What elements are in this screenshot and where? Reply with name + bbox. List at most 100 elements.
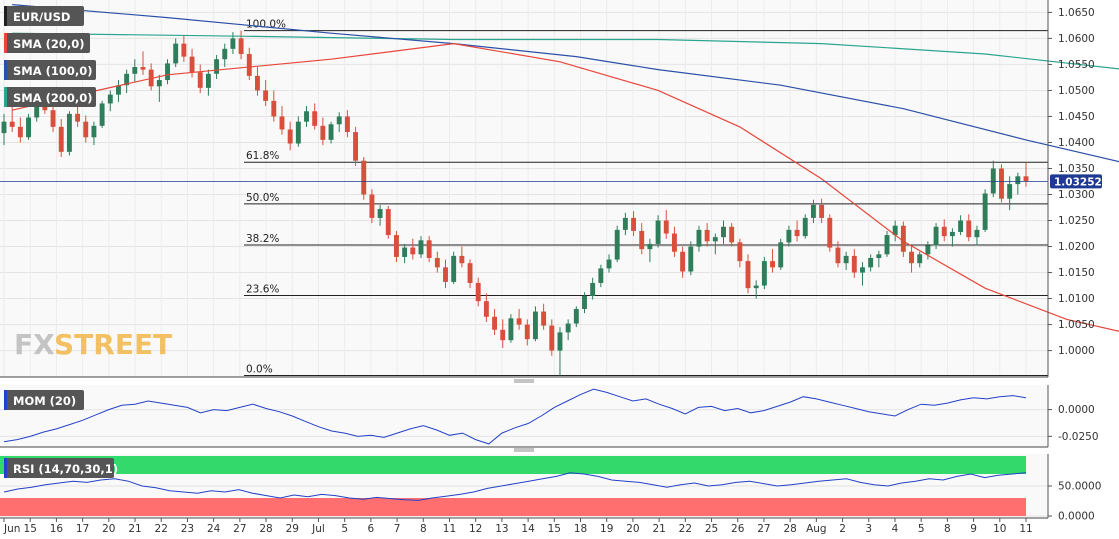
rsi-overbought-zone (0, 456, 1026, 474)
candle-body (26, 117, 31, 138)
fib-label: 61.8% (246, 150, 279, 162)
price-tick-label: 1.0650 (1058, 7, 1095, 19)
candle-body (647, 243, 653, 250)
candle-body (1007, 184, 1013, 199)
price-tick-label: 1.0050 (1058, 319, 1095, 331)
x-tick-label: 22 (155, 523, 168, 535)
candle-body (966, 220, 972, 238)
candle-body (925, 245, 931, 255)
x-tick-label: 20 (102, 523, 115, 535)
candle-body (295, 121, 301, 144)
price-panel-bg (0, 0, 1048, 377)
price-tick-label: 1.0300 (1058, 189, 1095, 201)
candle-body (680, 251, 686, 272)
candle-body (892, 225, 898, 236)
candle-body (696, 229, 702, 247)
fib-label: 0.0% (246, 364, 273, 376)
x-tick-label: 8 (420, 523, 427, 535)
x-tick-label: 18 (574, 523, 587, 535)
x-tick-label: 24 (207, 523, 221, 535)
candle-body (426, 240, 432, 258)
x-tick-label: 7 (394, 523, 401, 535)
sma200-line (12, 32, 1119, 70)
candle-body (582, 295, 587, 309)
candle-body (827, 217, 833, 248)
fib-label: 38.2% (246, 233, 279, 245)
candle-body (238, 38, 244, 55)
price-tick-label: 1.0500 (1058, 85, 1095, 97)
candle-body (688, 246, 694, 272)
candle-body (165, 63, 170, 81)
x-tick-label: 14 (521, 523, 535, 535)
candle-body (385, 209, 391, 236)
candle-body (205, 73, 211, 88)
price-tick-label: 1.0450 (1058, 111, 1095, 123)
resize-handle-2[interactable] (514, 448, 534, 452)
price-tick-label: 1.0200 (1058, 241, 1095, 253)
x-tick-label: 10 (993, 523, 1006, 535)
fib-label: 23.6% (246, 283, 279, 295)
candle-body (410, 247, 416, 255)
candle-body (418, 240, 424, 255)
x-tick-label: 15 (24, 523, 37, 535)
mom-panel-bg (0, 385, 1048, 447)
candle-body (1015, 176, 1021, 185)
legend-rsi[interactable]: RSI (14,70,30,1) (4, 458, 118, 478)
candle-body (557, 332, 563, 351)
watermark-fx: FX (14, 328, 55, 361)
candle-body (369, 194, 375, 218)
x-tick-label: 29 (286, 523, 299, 535)
candle-body (590, 282, 596, 296)
candle-body (287, 129, 293, 144)
candles (1, 30, 1029, 376)
candle-body (312, 111, 318, 126)
candle-body (868, 257, 874, 268)
price-tick-label: 1.0550 (1058, 59, 1095, 71)
rsi-oversold-zone (0, 498, 1026, 516)
candle-body (990, 168, 996, 194)
candle-body (974, 229, 980, 238)
candle-body (573, 308, 579, 324)
resize-handle-1[interactable] (514, 379, 534, 383)
candle-body (532, 311, 538, 340)
x-tick-label: 28 (259, 523, 272, 535)
candle-body (320, 125, 326, 140)
candle-body (508, 318, 514, 341)
price-grid (0, 0, 1048, 377)
x-tick-label: 23 (181, 523, 194, 535)
candle-body (50, 110, 56, 127)
legend-sma100[interactable]: SMA (100,0) (4, 60, 96, 80)
legend-sma200-label: SMA (200,0) (13, 91, 93, 105)
candle-body (917, 254, 923, 264)
candle-body (876, 254, 882, 258)
candle-body (745, 261, 751, 289)
price-y-axis: 1.0650 1.0600 1.0550 1.0500 1.0450 1.0400 1.03… (1047, 0, 1095, 377)
candle-body (328, 124, 334, 140)
x-tick-label: 17 (76, 523, 89, 535)
sma100-line (12, 4, 1119, 163)
mom-line (3, 388, 1027, 445)
candle-body (729, 226, 735, 243)
candle-body (949, 231, 955, 237)
candle-body (999, 168, 1004, 199)
candle-body (255, 75, 260, 91)
x-tick-label: 11 (443, 523, 456, 535)
legend-mom[interactable]: MOM (20) (4, 390, 84, 410)
x-tick-label: 4 (892, 523, 899, 535)
rsi-tick-label: 50.0000 (1058, 481, 1101, 493)
x-tick-label: 28 (783, 523, 796, 535)
candle-body (851, 255, 857, 273)
legend-sma200[interactable]: SMA (200,0) (4, 87, 96, 107)
x-tick-label: 5 (918, 523, 925, 535)
candle-body (459, 255, 465, 264)
candle-body (271, 100, 277, 117)
x-tick-label: 13 (495, 523, 508, 535)
legend-sma20[interactable]: SMA (20,0) (4, 33, 90, 53)
x-tick-label: 22 (679, 523, 692, 535)
x-tick-label: 5 (341, 523, 348, 535)
watermark-street: STREET (54, 328, 172, 361)
legend-symbol[interactable]: EUR/USD (4, 6, 84, 26)
candle-body (639, 230, 645, 250)
candle-body (173, 43, 179, 64)
fibonacci-levels: 100.0%61.8%50.0%38.2%23.6%0.0% (244, 19, 1048, 377)
